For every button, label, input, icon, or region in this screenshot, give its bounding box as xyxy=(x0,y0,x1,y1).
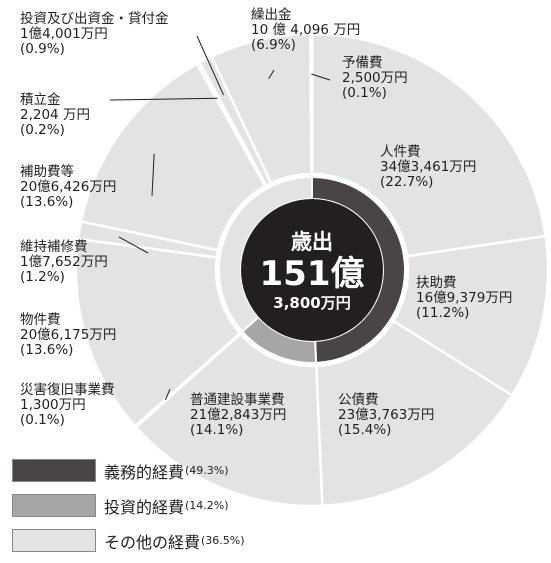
center-disc xyxy=(241,199,383,341)
legend-item-investment: 投資的経費 (14.2%) xyxy=(12,493,245,518)
outer-slice-7 xyxy=(79,62,267,252)
slice-label-investment-loans: 投資及び出資金・貸付金 1億4,001万円 (0.9%) xyxy=(20,11,169,57)
leader-line-slice-8 xyxy=(109,97,218,101)
leader-line-slice-11 xyxy=(311,73,331,81)
leader-line-slice-6 xyxy=(118,236,149,254)
outer-slice-11 xyxy=(309,32,314,176)
center-amount-small: 3,800万円 xyxy=(273,294,350,312)
leader-line-slice-9 xyxy=(196,35,225,96)
slice-label-disaster-recovery: 災害復旧事業費 1,300万円 (0.1%) xyxy=(20,382,115,428)
outer-ring xyxy=(74,32,550,508)
slice-label-transfers: 繰出金 10 億 4,096 万円 (6.9%) xyxy=(251,7,361,53)
slice-label-savings: 積立金 2,204 万円 (0.2%) xyxy=(20,92,90,138)
legend-item-other: その他の経費 (36.5%) xyxy=(12,528,245,553)
center-label: 歳出 xyxy=(291,230,333,254)
outer-slice-5 xyxy=(74,237,242,428)
slice-label-welfare: 扶助費 16億9,379万円 (11.2%) xyxy=(416,275,513,321)
inner-ring xyxy=(218,175,406,364)
legend-swatch-other xyxy=(12,529,96,552)
leader-line-slice-7 xyxy=(151,153,155,197)
legend-swatch-investment xyxy=(12,494,96,517)
leader-lines xyxy=(109,35,331,401)
slice-label-public-works: 普通建設事業費 21億2,843万円 (14.1%) xyxy=(190,392,287,438)
legend: 義務的経費 (49.3%) 投資的経費 (14.2%) その他の経費 (36.5… xyxy=(12,458,245,563)
leader-line-slice-10 xyxy=(268,69,275,80)
leader-line-slice-4 xyxy=(164,388,171,401)
outer-slice-3 xyxy=(134,332,324,508)
outer-slice-0 xyxy=(310,32,547,258)
outer-slice-2 xyxy=(314,319,514,508)
legend-swatch-mandatory xyxy=(12,459,96,482)
slice-label-debt-service: 公債費 23億3,763万円 (15.4%) xyxy=(338,392,435,438)
legend-item-mandatory: 義務的経費 (49.3%) xyxy=(12,458,245,483)
donut-chart: 歳出 151億 3,800万円 xyxy=(74,32,550,508)
slice-label-personnel: 人件費 34億3,461万円 (22.7%) xyxy=(380,144,477,190)
center-amount-large: 151億 xyxy=(260,254,365,294)
slice-label-supplies: 物件費 20億6,175万円 (13.6%) xyxy=(20,312,117,358)
slice-label-maintenance: 維持補修費 1億7,652万円 (1.2%) xyxy=(20,239,108,285)
slice-label-subsidies: 補助費等 20億6,426万円 (13.6%) xyxy=(20,164,117,210)
slice-label-reserve: 予備費 2,500万円 (0.1%) xyxy=(342,55,408,101)
